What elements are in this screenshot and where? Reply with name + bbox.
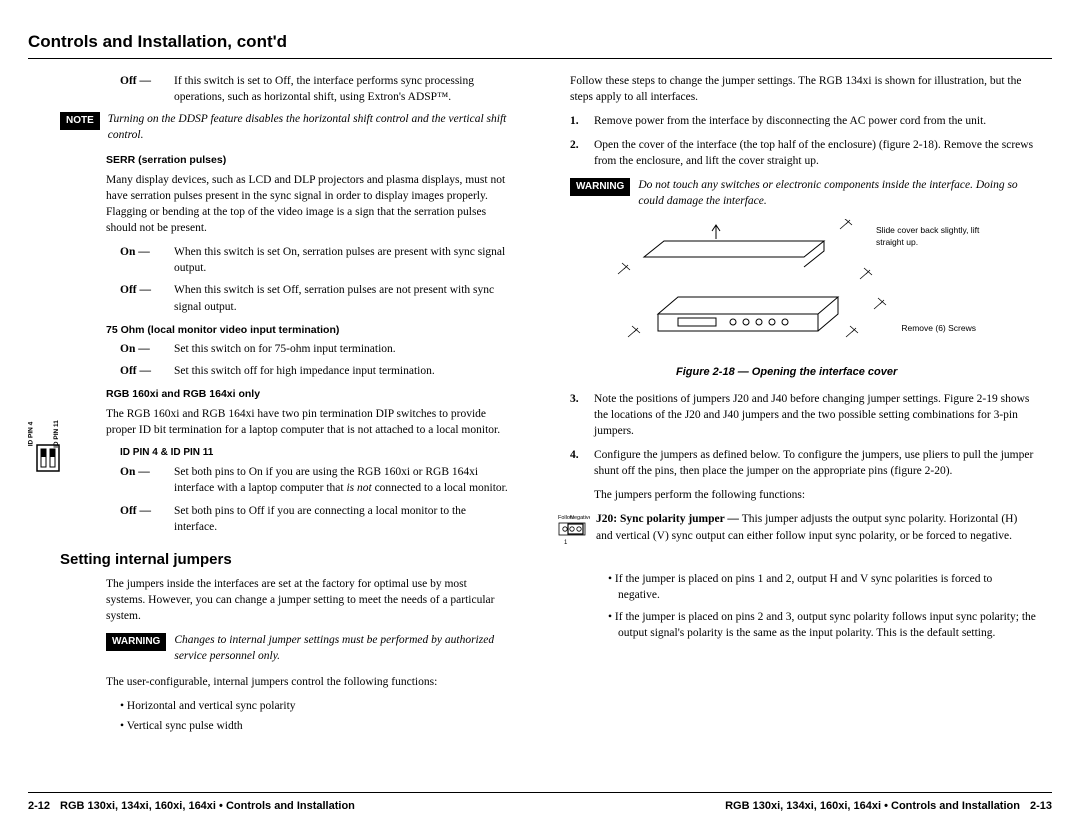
step-1-text: Remove power from the interface by disco… (594, 113, 1036, 129)
serr-body: Many display devices, such as LCD and DL… (106, 172, 508, 236)
section-jumpers: Setting internal jumpers (60, 549, 508, 570)
j20-text: J20: Sync polarity jumper — This jumper … (596, 511, 1036, 543)
j20-bullet-2: If the jumper is placed on pins 2 and 3,… (608, 609, 1036, 641)
jumpers-body: The jumpers inside the interfaces are se… (106, 576, 508, 624)
serr-on-text: When this switch is set On, serration pu… (174, 244, 508, 276)
figure-2-18-caption: Figure 2-18 — Opening the interface cove… (676, 365, 1036, 380)
page-header: Controls and Installation, cont'd (28, 30, 1052, 59)
fig-label-slide: Slide cover back slightly, lift straight… (876, 225, 1006, 249)
dip-switch-sidebar: ID PIN 4 ID PIN 11 (28, 426, 68, 477)
svg-text:1: 1 (564, 540, 568, 546)
idpin-on-text: Set both pins to On if you are using the… (174, 464, 508, 496)
label-off: Off — (120, 282, 174, 314)
label-on: On — (120, 341, 174, 357)
ohm-heading: 75 Ohm (local monitor video input termin… (106, 323, 508, 338)
step-3: 3. Note the positions of jumpers J20 and… (570, 391, 1036, 439)
page-footer: 2-12 RGB 130xi, 134xi, 160xi, 164xi • Co… (28, 792, 1052, 814)
rgb-heading: RGB 160xi and RGB 164xi only (106, 387, 508, 402)
jumper-j20-icon: Follow Negative 1 (556, 511, 590, 562)
footer-right: RGB 130xi, 134xi, 160xi, 164xi • Control… (725, 799, 1052, 814)
step-1-num: 1. (570, 113, 594, 129)
dip-label-pin11: ID PIN 11 (52, 420, 68, 448)
ohm-off: Off — Set this switch off for high imped… (120, 363, 508, 379)
j20-bullet-1: If the jumper is placed on pins 1 and 2,… (608, 571, 1036, 603)
left-page-num: 2-12 (28, 799, 50, 814)
footer-left: 2-12 RGB 130xi, 134xi, 160xi, 164xi • Co… (28, 799, 355, 814)
label-on: On — (120, 244, 174, 276)
rgb-body: The RGB 160xi and RGB 164xi have two pin… (106, 406, 508, 438)
step-4-num: 4. (570, 447, 594, 479)
warning-interface: WARNING Do not touch any switches or ele… (570, 177, 1036, 209)
step-2-text: Open the cover of the interface (the top… (594, 137, 1036, 169)
dip-switch-icon (36, 444, 60, 472)
idpin-off: Off — Set both pins to Off if you are co… (120, 503, 508, 535)
step-4: 4. Configure the jumpers as defined belo… (570, 447, 1036, 479)
bullet-pulse-width: Vertical sync pulse width (120, 718, 508, 734)
left-column: Off — If this switch is set to Off, the … (28, 73, 508, 739)
right-column: Follow these steps to change the jumper … (556, 73, 1036, 739)
step-3-num: 3. (570, 391, 594, 439)
ohm-off-text: Set this switch off for high impedance i… (174, 363, 508, 379)
warning-text: Do not touch any switches or electronic … (638, 177, 1036, 209)
dip-label-pin4: ID PIN 4 (26, 422, 42, 447)
idpin-on: On — Set both pins to On if you are usin… (120, 464, 508, 496)
step-3-text: Note the positions of jumpers J20 and J4… (594, 391, 1036, 439)
step-2: 2. Open the cover of the interface (the … (570, 137, 1036, 169)
warning-badge: WARNING (570, 178, 630, 196)
serr-off-text: When this switch is set Off, serration p… (174, 282, 508, 314)
fig-label-remove: Remove (6) Screws (901, 323, 976, 335)
two-column-layout: Off — If this switch is set to Off, the … (28, 73, 1052, 739)
intro-text: Follow these steps to change the jumper … (570, 73, 1036, 105)
label-off: Off — (120, 503, 174, 535)
label-off: Off — (120, 73, 174, 105)
note-text: Turning on the DDSP feature disables the… (108, 111, 508, 143)
warning-jumpers: WARNING Changes to internal jumper setti… (106, 632, 508, 664)
right-footer-text: RGB 130xi, 134xi, 160xi, 164xi • Control… (725, 799, 1020, 814)
bullet-sync-polarity: Horizontal and vertical sync polarity (120, 698, 508, 714)
idpin-off-text: Set both pins to Off if you are connecti… (174, 503, 508, 535)
idpin-heading: ID PIN 4 & ID PIN 11 (120, 446, 508, 460)
warning-text: Changes to internal jumper settings must… (174, 632, 508, 664)
j20-row: Follow Negative 1 J20: Sync polarity jum… (556, 511, 1036, 562)
warning-badge: WARNING (106, 633, 166, 651)
label-on: On — (120, 464, 174, 496)
serr-heading: SERR (serration pulses) (106, 153, 508, 168)
figure-2-18: Slide cover back slightly, lift straight… (588, 219, 1036, 359)
ohm-on-text: Set this switch on for 75-ohm input term… (174, 341, 508, 357)
perform-text: The jumpers perform the following functi… (594, 487, 1036, 503)
label-off: Off — (120, 363, 174, 379)
svg-text:Negative: Negative (570, 515, 590, 521)
step-4-text: Configure the jumpers as defined below. … (594, 447, 1036, 479)
step-1: 1. Remove power from the interface by di… (570, 113, 1036, 129)
note-ddsp: NOTE Turning on the DDSP feature disable… (60, 111, 508, 143)
step-2-num: 2. (570, 137, 594, 169)
note-badge: NOTE (60, 112, 100, 130)
left-footer-text: RGB 130xi, 134xi, 160xi, 164xi • Control… (60, 799, 355, 814)
ohm-on: On — Set this switch on for 75-ohm input… (120, 341, 508, 357)
ddsp-off-item: Off — If this switch is set to Off, the … (120, 73, 508, 105)
right-page-num: 2-13 (1030, 799, 1052, 814)
userconf-text: The user-configurable, internal jumpers … (106, 674, 508, 690)
ddsp-off-text: If this switch is set to Off, the interf… (174, 73, 508, 105)
serr-off: Off — When this switch is set Off, serra… (120, 282, 508, 314)
serr-on: On — When this switch is set On, serrati… (120, 244, 508, 276)
